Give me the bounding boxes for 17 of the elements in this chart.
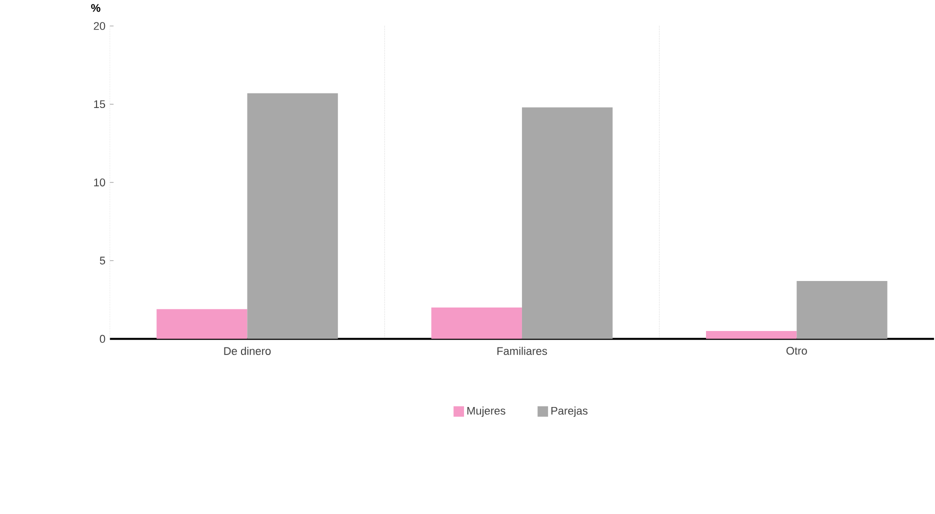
y-tick-label: 15 [94,100,106,108]
y-tick-label: 20 [94,22,106,30]
x-tick-label: Otro [786,346,807,355]
bar [156,309,248,339]
y-axis-title: % [91,4,100,12]
bar [431,308,522,339]
bar [247,93,338,339]
legend-label: Mujeres [467,406,506,417]
y-tick-label: 10 [94,178,106,186]
y-tick-label: 5 [100,256,106,264]
bar [796,280,888,339]
bar [706,331,797,339]
bar [522,107,613,339]
x-tick-label: De dinero [224,346,271,355]
y-tick-label: 0 [100,334,106,343]
x-tick-label: Familiares [497,346,547,355]
legend-label: Parejas [551,406,588,417]
